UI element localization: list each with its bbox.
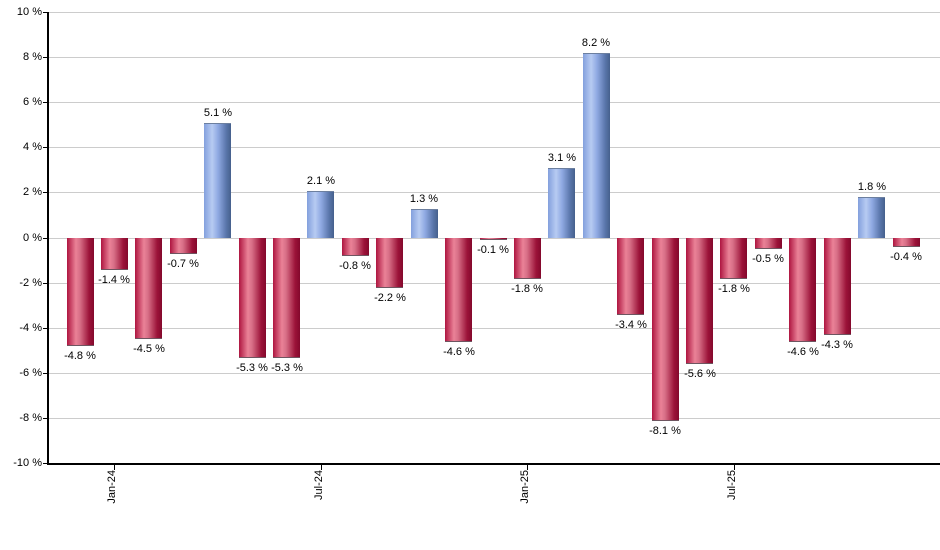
y-axis-tick	[43, 373, 48, 374]
gridline	[48, 328, 940, 329]
bar-value-label: -4.3 %	[821, 339, 853, 351]
y-axis-tick	[43, 147, 48, 148]
bar[interactable]	[583, 53, 610, 238]
bar-value-label: -8.1 %	[649, 425, 681, 437]
bar-value-label: -4.8 %	[64, 350, 96, 362]
bar-value-label: 8.2 %	[581, 37, 611, 49]
bar-value-label: -4.6 %	[787, 346, 819, 358]
bar-value-label: -0.4 %	[890, 251, 922, 263]
bar[interactable]	[376, 238, 403, 288]
bar[interactable]	[480, 238, 507, 240]
bar-value-label: -5.3 %	[271, 362, 303, 374]
bar[interactable]	[307, 191, 334, 238]
bar[interactable]	[652, 238, 679, 421]
x-axis-tick	[114, 465, 115, 470]
bar[interactable]	[135, 238, 162, 339]
bar[interactable]	[445, 238, 472, 342]
y-axis-tick	[43, 238, 48, 239]
bar[interactable]	[824, 238, 851, 335]
y-tick-label: -4 %	[19, 322, 42, 334]
y-tick-label: 8 %	[23, 51, 42, 63]
bar-value-label: -0.7 %	[167, 258, 199, 270]
bar[interactable]	[858, 197, 885, 238]
y-axis-tick	[43, 418, 48, 419]
bar-value-label: -3.4 %	[615, 319, 647, 331]
x-tick-label: Jan-25	[519, 470, 531, 504]
bar[interactable]	[686, 238, 713, 364]
y-axis-tick	[43, 283, 48, 284]
bar-value-label: -4.5 %	[133, 343, 165, 355]
bar[interactable]	[342, 238, 369, 256]
x-tick-label: Jul-25	[726, 470, 738, 500]
y-axis-tick	[43, 57, 48, 58]
y-axis-tick	[43, 192, 48, 193]
bar-value-label: -2.2 %	[374, 292, 406, 304]
bar[interactable]	[67, 238, 94, 346]
bar-value-label: -1.4 %	[98, 274, 130, 286]
y-tick-label: 10 %	[16, 6, 42, 18]
bar-value-label: -5.6 %	[684, 368, 716, 380]
y-axis-tick	[43, 102, 48, 103]
x-tick-label: Jul-24	[313, 470, 325, 500]
y-tick-label: 6 %	[23, 96, 42, 108]
y-tick-label: 4 %	[23, 141, 42, 153]
bar-value-label: -4.6 %	[443, 346, 475, 358]
bar-value-label: -1.8 %	[511, 283, 543, 295]
gridline	[48, 57, 940, 58]
bar[interactable]	[170, 238, 197, 254]
y-tick-label: 0 %	[23, 232, 42, 244]
y-axis-tick	[43, 12, 48, 13]
bar[interactable]	[273, 238, 300, 358]
gridline	[48, 192, 940, 193]
bar[interactable]	[411, 209, 438, 238]
gridline	[48, 373, 940, 374]
y-tick-label: -6 %	[19, 367, 42, 379]
y-tick-label: -10 %	[13, 457, 42, 469]
bar-value-label: 2.1 %	[306, 175, 336, 187]
bar[interactable]	[720, 238, 747, 279]
bar[interactable]	[239, 238, 266, 358]
bar-value-label: 3.1 %	[547, 152, 577, 164]
bar[interactable]	[514, 238, 541, 279]
bar[interactable]	[755, 238, 782, 249]
gridline	[48, 102, 940, 103]
bar[interactable]	[617, 238, 644, 315]
bar-value-label: -0.5 %	[752, 253, 784, 265]
y-tick-label: -2 %	[19, 277, 42, 289]
y-tick-label: -8 %	[19, 412, 42, 424]
bar-value-label: -1.8 %	[718, 283, 750, 295]
bar[interactable]	[101, 238, 128, 270]
bar[interactable]	[548, 168, 575, 238]
bar-value-label: 1.3 %	[409, 193, 439, 205]
y-axis-tick	[43, 463, 48, 464]
gridline	[48, 147, 940, 148]
bar[interactable]	[789, 238, 816, 342]
y-axis-tick	[43, 328, 48, 329]
y-tick-label: 2 %	[23, 186, 42, 198]
bar-value-label: -0.1 %	[477, 244, 509, 256]
bar-value-label: 1.8 %	[857, 181, 887, 193]
x-tick-label: Jan-24	[106, 470, 118, 504]
bar[interactable]	[204, 123, 231, 238]
bar[interactable]	[893, 238, 920, 247]
gridline	[48, 283, 940, 284]
x-axis-tick	[321, 465, 322, 470]
x-axis-tick	[527, 465, 528, 470]
gridline	[48, 418, 940, 419]
y-axis	[47, 12, 49, 465]
x-axis	[47, 463, 940, 465]
bar-value-label: -5.3 %	[236, 362, 268, 374]
gridline	[48, 12, 940, 13]
bar-value-label: -0.8 %	[339, 260, 371, 272]
bar-value-label: 5.1 %	[203, 107, 233, 119]
x-axis-tick	[734, 465, 735, 470]
